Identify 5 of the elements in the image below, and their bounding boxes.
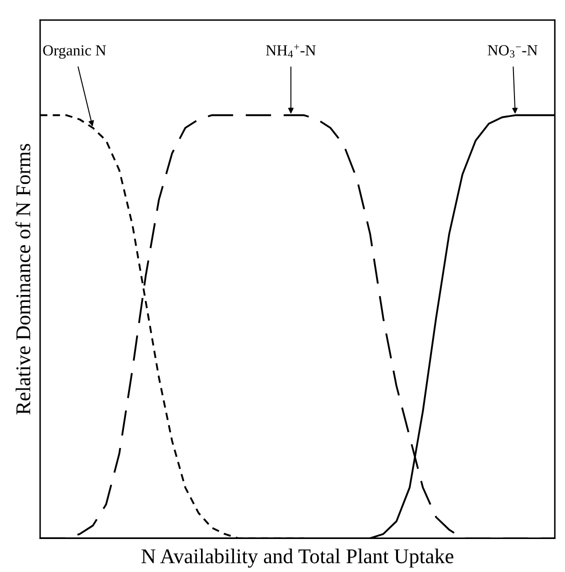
text: NO$_{3}$$^{−}$-N — [488, 45, 538, 58]
text: NH$_{4}$$^{+}$-N — [266, 44, 316, 58]
text: Organic N — [43, 45, 106, 59]
x-axis-title: N Availability and Total Plant Uptake — [142, 548, 454, 568]
y-axis-title: Relative Dominance of N Forms — [15, 144, 30, 415]
